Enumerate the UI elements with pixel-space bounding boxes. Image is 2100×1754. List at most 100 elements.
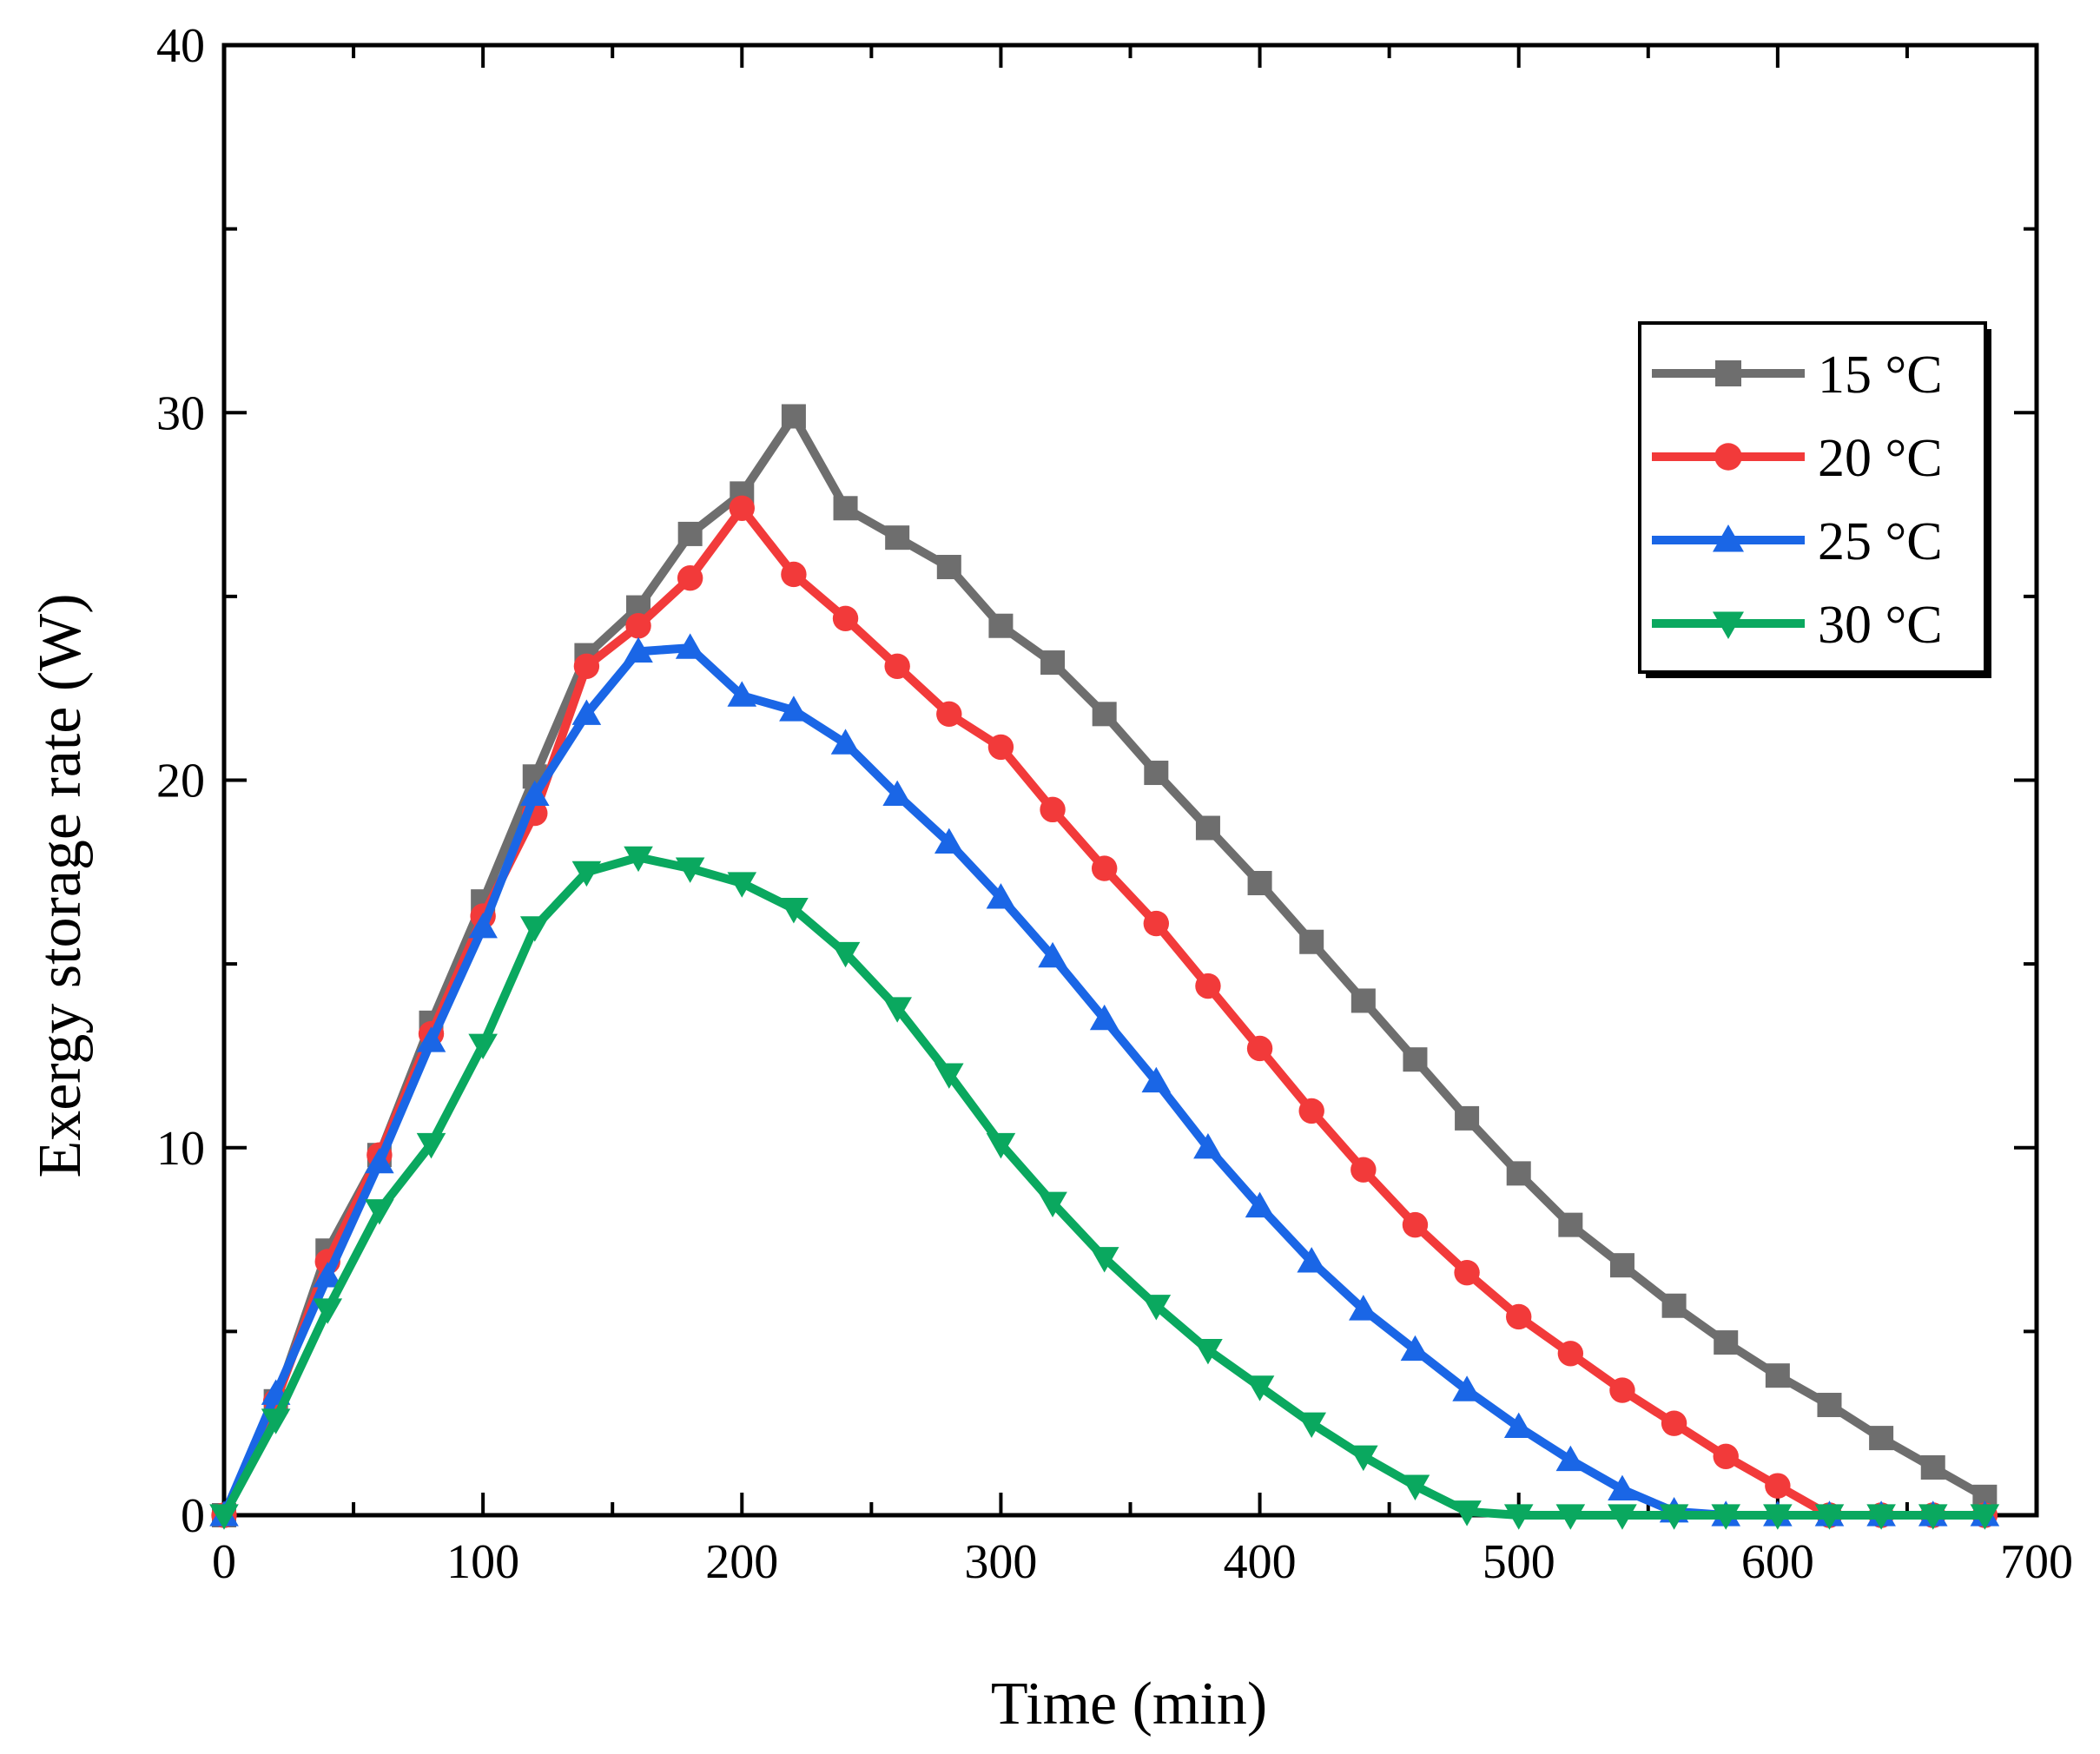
x-tick-label: 700 xyxy=(2000,1535,2073,1589)
legend-item: 20 °C xyxy=(1652,429,1943,488)
series-line xyxy=(220,643,1985,1520)
data-point xyxy=(677,521,703,546)
data-point xyxy=(1350,1157,1377,1183)
data-point xyxy=(727,681,757,707)
data-point xyxy=(934,828,964,854)
data-point xyxy=(1454,1259,1480,1286)
data-point xyxy=(1038,1191,1067,1218)
data-point xyxy=(1038,941,1067,968)
data-point xyxy=(1763,1504,1793,1530)
data-point xyxy=(882,780,912,807)
data-point xyxy=(1713,1443,1739,1469)
data-point xyxy=(1193,1338,1223,1365)
data-point xyxy=(1817,1393,1842,1418)
y-tick-label: 30 xyxy=(156,386,205,440)
data-point xyxy=(1558,1212,1583,1237)
data-point xyxy=(573,653,600,679)
data-point xyxy=(1608,1474,1637,1500)
x-tick-label: 400 xyxy=(1224,1535,1297,1589)
data-point xyxy=(987,734,1014,761)
data-point xyxy=(625,613,651,639)
data-point xyxy=(1557,1341,1584,1367)
data-point xyxy=(468,1033,498,1060)
plot-frame xyxy=(221,43,2039,1518)
data-point xyxy=(1402,1211,1429,1238)
data-point xyxy=(1195,815,1220,841)
y-axis-title: Exergy storage rate (W) xyxy=(27,593,94,1177)
data-point xyxy=(1245,1375,1275,1401)
data-point xyxy=(1247,871,1272,896)
data-point xyxy=(1711,1504,1741,1530)
data-point xyxy=(729,495,755,521)
data-point xyxy=(1195,973,1221,999)
data-point xyxy=(1040,796,1066,823)
data-point xyxy=(1141,1066,1172,1093)
data-point xyxy=(1970,1504,2000,1530)
data-point xyxy=(830,729,861,755)
data-point xyxy=(1143,910,1170,937)
legend-marker xyxy=(1714,443,1742,471)
series-4 xyxy=(209,846,2000,1530)
data-point xyxy=(677,565,703,591)
data-point xyxy=(1608,1504,1637,1530)
data-point xyxy=(1609,1253,1634,1278)
data-point xyxy=(1661,1293,1687,1318)
x-tick-label: 500 xyxy=(1483,1535,1555,1589)
data-point xyxy=(1455,1105,1480,1131)
data-point xyxy=(986,1132,1016,1159)
data-point xyxy=(1503,1504,1534,1530)
data-point xyxy=(675,857,705,883)
legend-marker xyxy=(1715,360,1741,386)
data-point xyxy=(1400,1474,1430,1500)
legend-label: 25 °C xyxy=(1818,512,1943,571)
data-point xyxy=(1193,1132,1223,1159)
data-point xyxy=(365,1147,394,1174)
data-point xyxy=(1659,1504,1689,1530)
x-tick-label: 300 xyxy=(964,1535,1037,1589)
data-point xyxy=(832,605,859,631)
data-point xyxy=(1503,1412,1534,1439)
data-point xyxy=(1141,1295,1172,1321)
data-point xyxy=(1089,1247,1119,1273)
data-point xyxy=(1092,702,1117,727)
y-tick-label: 20 xyxy=(156,755,205,808)
data-point xyxy=(261,1408,291,1434)
data-point xyxy=(1403,1047,1428,1072)
data-point xyxy=(1144,761,1169,786)
data-point xyxy=(1452,1375,1482,1401)
x-axis-title: Time (min) xyxy=(991,1671,1267,1738)
data-point xyxy=(1349,1445,1378,1472)
data-point xyxy=(624,636,653,663)
data-point xyxy=(416,1132,446,1159)
data-point xyxy=(882,997,912,1023)
legend-label: 30 °C xyxy=(1818,596,1943,655)
data-point xyxy=(1298,1098,1324,1124)
data-point xyxy=(727,872,757,898)
data-point xyxy=(1452,1500,1482,1527)
data-point xyxy=(936,701,962,728)
data-point xyxy=(365,1199,394,1225)
data-point xyxy=(416,1026,446,1052)
data-point xyxy=(1869,1426,1894,1451)
data-point xyxy=(1091,855,1118,881)
data-point xyxy=(986,883,1016,909)
data-point xyxy=(1297,1412,1326,1438)
data-point xyxy=(1297,1247,1326,1273)
data-point xyxy=(1918,1504,1948,1530)
legend-label: 20 °C xyxy=(1818,429,1943,488)
data-point xyxy=(1555,1504,1586,1530)
series-line xyxy=(220,853,1985,1520)
data-point xyxy=(1866,1504,1896,1530)
data-point xyxy=(988,613,1014,638)
series-3 xyxy=(209,633,2000,1527)
data-point xyxy=(571,861,602,887)
data-point xyxy=(1555,1445,1586,1472)
y-tick-label: 10 xyxy=(156,1122,205,1176)
data-point xyxy=(1506,1161,1531,1186)
data-point xyxy=(884,653,910,679)
data-point xyxy=(1350,988,1376,1013)
data-point xyxy=(1245,1191,1275,1218)
data-point xyxy=(830,941,861,968)
data-point xyxy=(313,1298,343,1324)
